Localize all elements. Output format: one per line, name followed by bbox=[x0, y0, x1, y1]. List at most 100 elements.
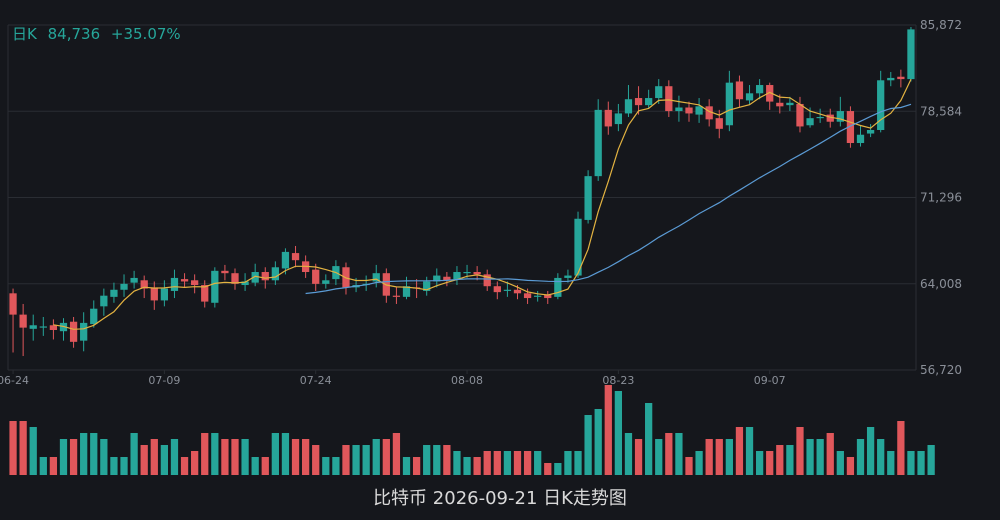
candle-up bbox=[170, 277, 179, 291]
candle-down bbox=[180, 279, 189, 282]
volume-bar bbox=[49, 457, 58, 475]
volume-bar bbox=[776, 445, 784, 475]
candle-up bbox=[463, 272, 471, 274]
candle-down bbox=[523, 293, 532, 299]
candle-down bbox=[392, 295, 401, 297]
candle-down bbox=[443, 276, 451, 281]
x-tick-label: 07-24 bbox=[300, 374, 332, 387]
candle-up bbox=[725, 82, 733, 126]
candle-down bbox=[261, 272, 269, 281]
volume-bar bbox=[816, 439, 824, 475]
volume-bar bbox=[755, 451, 764, 475]
volume-bar bbox=[473, 457, 481, 475]
candle-down bbox=[735, 81, 744, 100]
volume-bar bbox=[715, 439, 723, 475]
volume-bar bbox=[281, 433, 290, 475]
candle-up bbox=[806, 118, 814, 126]
volume-bar bbox=[332, 457, 340, 475]
volume-bar bbox=[695, 451, 703, 475]
chart-header: 日K 84,736 +35.07% bbox=[12, 23, 187, 44]
volume-bar bbox=[382, 439, 390, 475]
chart-caption: 比特币 2026-09-21 日K走势图 bbox=[373, 488, 627, 509]
candle-down bbox=[312, 269, 320, 284]
candle-up bbox=[110, 289, 118, 297]
ma-short-line bbox=[53, 79, 912, 330]
volume-bar bbox=[604, 385, 612, 475]
candle-down bbox=[19, 314, 27, 328]
grid-lines bbox=[7, 24, 917, 374]
candle-up bbox=[695, 106, 703, 115]
candle-up bbox=[271, 267, 279, 281]
candle-up bbox=[594, 109, 602, 177]
volume-bar bbox=[554, 463, 562, 475]
candle-up bbox=[534, 295, 542, 297]
candle-down bbox=[634, 98, 643, 106]
candle-up bbox=[241, 281, 249, 286]
candle-up bbox=[433, 275, 441, 282]
volume-bar bbox=[634, 439, 643, 475]
volume-bar bbox=[231, 439, 239, 475]
volume-bar bbox=[463, 457, 471, 475]
candle-up bbox=[90, 308, 98, 325]
volume-bar bbox=[443, 445, 451, 475]
x-axis: 06-24 07-09 07-24 08-08 08-23 09-07 bbox=[0, 374, 786, 387]
candle-up bbox=[120, 283, 128, 290]
candle-down bbox=[140, 280, 148, 289]
candle-up bbox=[655, 86, 663, 99]
candle-up bbox=[251, 272, 259, 283]
volume-bar bbox=[160, 445, 169, 475]
volume-bar bbox=[180, 457, 189, 475]
volume-bar bbox=[907, 451, 915, 475]
candle-down bbox=[9, 293, 17, 315]
candle-up bbox=[130, 277, 138, 283]
candle-down bbox=[705, 106, 713, 120]
candle-down bbox=[473, 272, 481, 275]
volume-bar bbox=[140, 445, 148, 475]
volume-bar bbox=[291, 439, 300, 475]
candle-up bbox=[907, 29, 915, 80]
volume-bar bbox=[534, 451, 542, 475]
volume-bar bbox=[877, 439, 885, 475]
candle-up bbox=[160, 288, 169, 301]
volume-bar bbox=[80, 433, 88, 475]
candle-up bbox=[372, 273, 380, 282]
volume-bar bbox=[130, 433, 138, 475]
candle-up bbox=[29, 325, 37, 329]
volume-bar bbox=[271, 433, 279, 475]
candle-down bbox=[897, 76, 905, 80]
price-change: +35.07% bbox=[110, 25, 181, 43]
x-tick-label: 07-09 bbox=[148, 374, 180, 387]
candle-up bbox=[59, 322, 68, 332]
volume-bar bbox=[826, 433, 834, 475]
volume-bar bbox=[170, 439, 179, 475]
candle-down bbox=[221, 270, 229, 274]
candle-up bbox=[564, 275, 572, 278]
y-tick-label: 78,584 bbox=[920, 104, 962, 118]
volume-bar bbox=[513, 451, 522, 475]
volume-bar bbox=[19, 421, 27, 475]
candle-up bbox=[624, 99, 633, 114]
volume-bar bbox=[705, 439, 713, 475]
volume-bar bbox=[372, 439, 380, 475]
volume-bar bbox=[897, 421, 905, 475]
volume-bar bbox=[241, 439, 249, 475]
volume-bar bbox=[211, 433, 219, 475]
y-tick-label: 64,008 bbox=[920, 277, 962, 291]
candle-down bbox=[69, 321, 78, 342]
candle-up bbox=[402, 286, 411, 297]
x-tick-label: 09-07 bbox=[754, 374, 786, 387]
volume-bar bbox=[735, 427, 744, 475]
volume-bar bbox=[624, 433, 633, 475]
candle-up bbox=[453, 272, 461, 280]
candle-up bbox=[80, 322, 88, 341]
period-label: 日K bbox=[12, 25, 37, 43]
volume-bar bbox=[766, 451, 774, 475]
volume-bar bbox=[665, 433, 673, 475]
volume-bar bbox=[917, 451, 925, 475]
candle-up bbox=[856, 134, 865, 144]
volume-bar bbox=[594, 409, 602, 475]
volume-bar bbox=[322, 457, 330, 475]
volume-bar bbox=[856, 439, 865, 475]
y-tick-label: 71,296 bbox=[920, 191, 962, 205]
